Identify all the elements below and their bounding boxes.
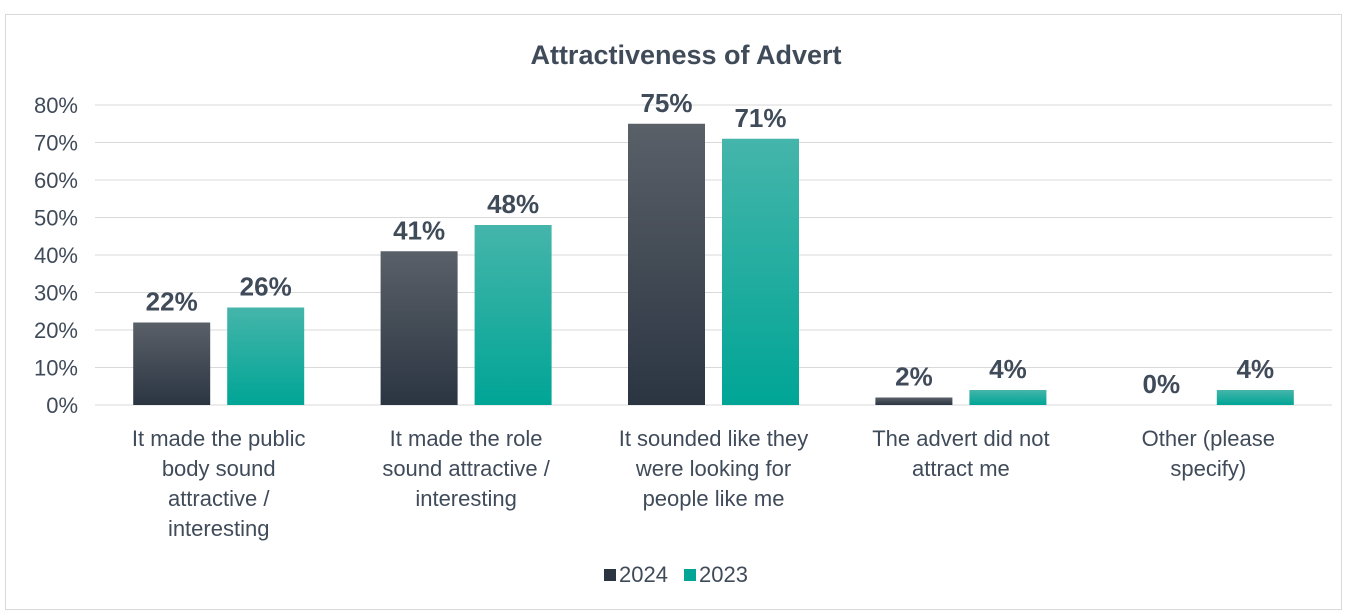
bar-2024: [380, 251, 458, 405]
bar-2024: [875, 397, 953, 405]
category-label: It sounded like they were looking for peop…: [619, 426, 809, 511]
bar-2024: [628, 123, 705, 405]
category-label: It made the role sound attractive / intere…: [382, 426, 550, 511]
y-tick-label: 80%: [34, 93, 78, 118]
data-label: 75%: [640, 88, 692, 118]
bar-2023: [722, 138, 799, 405]
bar-2024: [133, 322, 211, 405]
y-tick-label: 50%: [34, 206, 78, 231]
y-tick-label: 10%: [34, 356, 78, 381]
category-label: The advert did not attract me: [872, 426, 1049, 481]
y-tick-label: 40%: [34, 243, 78, 268]
legend-swatch-2023: [684, 569, 696, 581]
data-label: 71%: [734, 103, 786, 133]
bar-2023: [969, 390, 1047, 405]
y-tick-label: 60%: [34, 168, 78, 193]
chart-title: Attractiveness of Advert: [530, 40, 841, 70]
legend-label-2024: 2024: [619, 562, 668, 587]
y-tick-label: 0%: [46, 393, 78, 418]
data-label: 22%: [146, 287, 198, 317]
bar-2023: [474, 225, 552, 405]
data-label: 48%: [487, 189, 539, 219]
legend-swatch-2024: [604, 569, 616, 581]
data-label: 0%: [1143, 369, 1181, 399]
data-label: 2%: [895, 362, 933, 392]
category-label: It made the public body sound attractive /…: [132, 426, 306, 541]
bar-2023: [227, 307, 305, 405]
data-label: 41%: [393, 215, 445, 245]
y-tick-label: 30%: [34, 281, 78, 306]
y-tick-label: 20%: [34, 318, 78, 343]
category-label: Other (please specify): [1142, 426, 1275, 481]
data-label: 4%: [989, 354, 1027, 384]
bar-2023: [1216, 390, 1294, 405]
legend-label-2023: 2023: [699, 562, 748, 587]
data-label: 4%: [1237, 354, 1275, 384]
y-tick-label: 70%: [34, 131, 78, 156]
data-label: 26%: [240, 272, 292, 302]
